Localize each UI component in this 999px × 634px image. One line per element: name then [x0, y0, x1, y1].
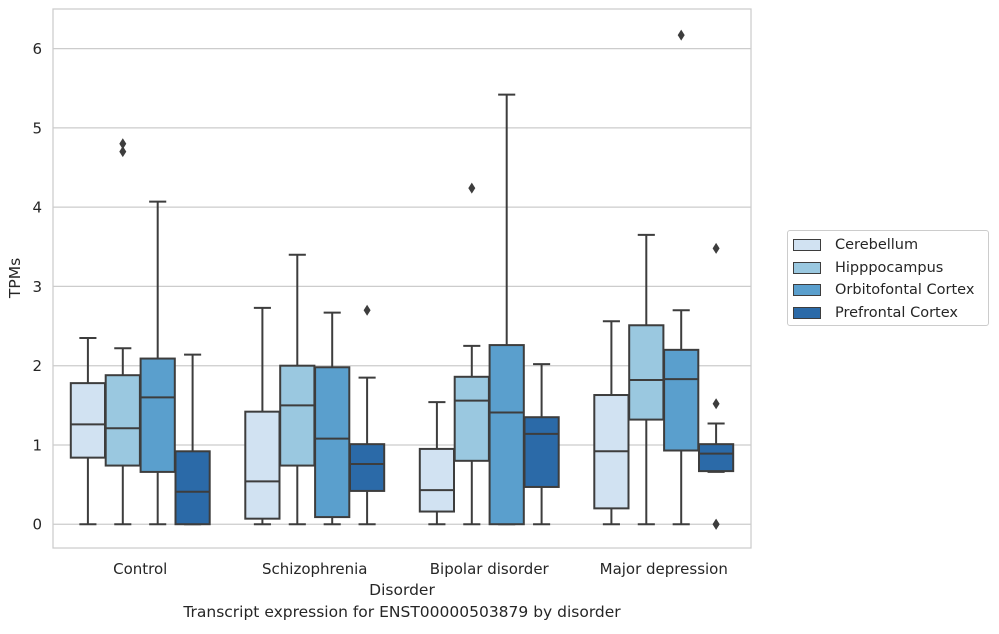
boxes: [69, 29, 735, 530]
box-iqr: [697, 443, 735, 473]
box-cerebellum-1: [244, 306, 281, 526]
x-tick-label: Schizophrenia: [262, 560, 367, 578]
box-cerebellum-0: [69, 336, 107, 526]
x-tick-label: Major depression: [600, 560, 728, 578]
box-orbitofontal-cortex-0: [139, 200, 176, 526]
legend-swatch: [793, 306, 821, 319]
y-tick-label: 4: [32, 199, 42, 217]
box-orbitofontal-cortex-1: [314, 311, 351, 526]
y-tick-label: 0: [32, 516, 42, 534]
box-iqr: [314, 366, 351, 519]
box-prefrontal-cortex-1: [348, 304, 386, 526]
legend-swatch: [793, 239, 821, 251]
outlier-point: [119, 146, 127, 158]
box-hipppocampus-0: [104, 138, 141, 526]
outlier-point: [468, 182, 476, 194]
box-iqr: [523, 416, 560, 488]
outlier-point: [712, 242, 720, 254]
box-hipppocampus-2: [453, 182, 490, 526]
outlier-point: [363, 304, 371, 316]
box-iqr: [244, 410, 281, 520]
legend-swatch: [793, 284, 821, 296]
outlier-point: [677, 29, 685, 41]
box-iqr: [279, 364, 316, 467]
box-iqr: [453, 375, 490, 462]
x-tick-label: Control: [113, 560, 167, 578]
box-cerebellum-3: [593, 320, 630, 526]
legend-item: Hipppocampus: [793, 258, 943, 278]
chart-caption: Transcript expression for ENST0000050387…: [183, 603, 621, 621]
box-iqr: [488, 344, 525, 526]
box-hipppocampus-3: [628, 233, 665, 526]
legend-label: Hipppocampus: [835, 259, 944, 276]
legend-label: Prefrontal Cortex: [835, 304, 958, 321]
box-iqr: [69, 382, 107, 459]
legend-item: Orbitofontal Cortex: [793, 280, 974, 300]
x-tick-label: Bipolar disorder: [430, 560, 550, 578]
y-tick-label: 2: [32, 357, 42, 375]
x-axis-label: Disorder: [369, 581, 435, 599]
outlier-point: [712, 398, 720, 410]
box-orbitofontal-cortex-3: [663, 29, 700, 526]
outlier-point: [712, 518, 720, 530]
y-axis-label: TPMs: [6, 258, 24, 299]
box-hipppocampus-1: [279, 253, 316, 526]
box-prefrontal-cortex-3: [697, 242, 735, 530]
box-iqr: [418, 447, 456, 513]
legend-swatch: [793, 261, 821, 274]
legend-label: Cerebellum: [835, 237, 919, 253]
legend-item: Cerebellum: [793, 235, 918, 255]
box-iqr: [628, 324, 665, 421]
box-prefrontal-cortex-2: [523, 363, 560, 526]
box-orbitofontal-cortex-2: [488, 93, 525, 526]
box-cerebellum-2: [418, 401, 456, 526]
box-iqr: [174, 450, 211, 526]
box-iqr: [104, 374, 141, 467]
outlier-point: [119, 138, 127, 150]
legend: Cerebellum Hipppocampus Orbitofontal Corte…: [787, 230, 989, 326]
y-tick-label: 6: [32, 40, 42, 58]
x-axis-ticks: Control Schizophrenia Bipolar disorder Majo…: [113, 560, 728, 578]
y-axis-ticks: 0 1 2 3 4 5 6: [32, 40, 42, 534]
box-iqr: [663, 348, 700, 452]
y-tick-label: 1: [32, 436, 42, 454]
box-iqr: [348, 443, 386, 492]
plot-area-frame: [52, 8, 752, 549]
box-iqr: [139, 357, 176, 473]
box-prefrontal-cortex-0: [174, 353, 211, 526]
y-tick-label: 3: [32, 278, 42, 296]
legend-label: Orbitofontal Cortex: [835, 282, 975, 298]
y-tick-label: 5: [32, 119, 42, 137]
legend-item: Prefrontal Cortex: [793, 303, 958, 323]
